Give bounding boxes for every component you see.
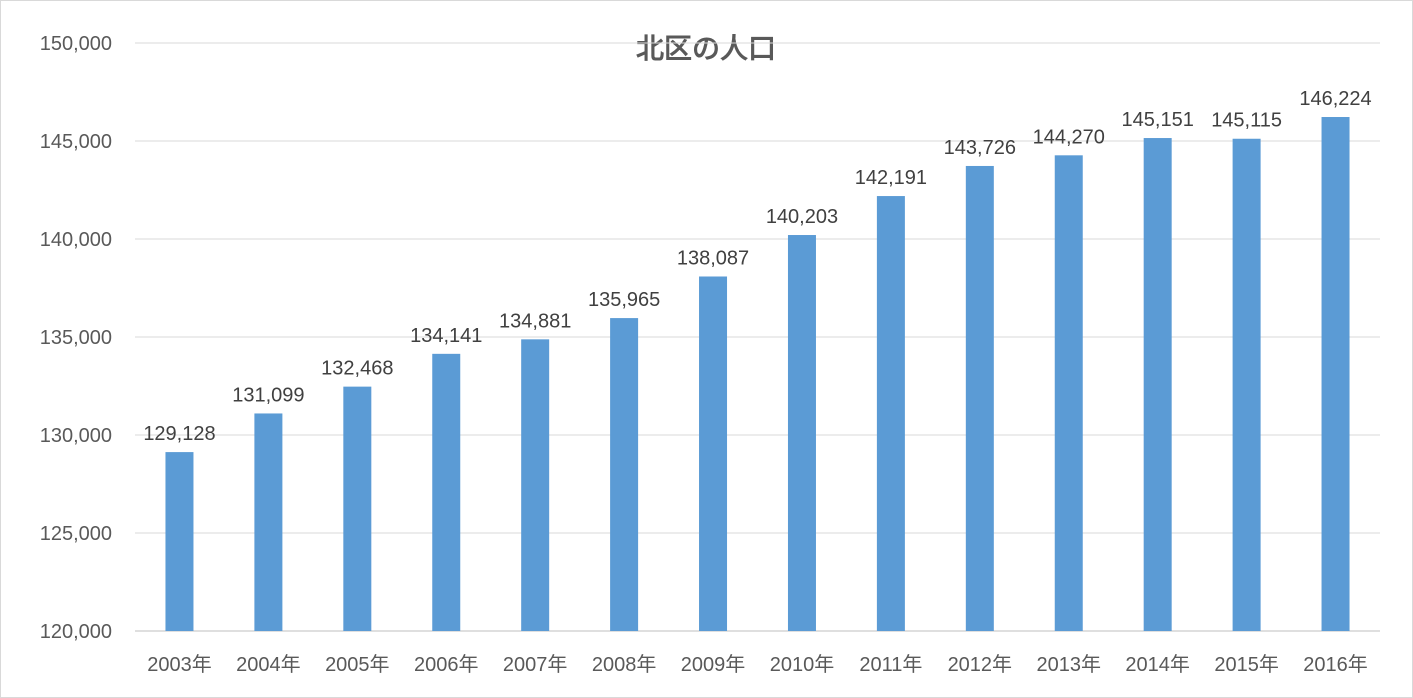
bar: [1232, 138, 1261, 631]
data-label: 145,115: [1211, 110, 1282, 132]
bar: [521, 339, 550, 631]
data-label: 132,468: [321, 358, 393, 380]
x-tick-label: 2008年: [592, 653, 657, 676]
x-tick-label: 2015年: [1214, 653, 1279, 676]
y-tick-label: 125,000: [40, 523, 112, 545]
x-tick-label: 2014年: [1125, 653, 1190, 676]
bar: [254, 413, 283, 631]
x-axis-ticks: 2003年 2004年 2005年 2006年 2007年 2008年 2009年 2010年…: [147, 653, 1368, 676]
y-tick-label: 145,000: [40, 131, 112, 153]
chart-title: 北区の人口: [636, 32, 776, 65]
data-label: 134,881: [499, 310, 571, 332]
bar: [165, 452, 194, 631]
data-label: 134,141: [410, 325, 482, 347]
x-tick-label: 2007年: [503, 653, 568, 676]
bar: [610, 318, 639, 631]
y-tick-label: 120,000: [40, 621, 112, 643]
bar: [343, 386, 372, 631]
data-label: 140,203: [766, 206, 838, 228]
bar: [699, 276, 728, 631]
data-labels: 129,128 131,099 132,468 134,141 134,881 135,9…: [143, 88, 1371, 445]
data-label: 142,191: [855, 167, 927, 189]
y-axis-ticks: 120,000 125,000 130,000 135,000 140,000 145,0…: [40, 33, 112, 643]
y-tick-label: 140,000: [40, 229, 112, 251]
x-tick-label: 2004年: [236, 653, 301, 676]
bar: [1054, 155, 1083, 632]
x-tick-label: 2013年: [1037, 653, 1102, 676]
bar: [1143, 138, 1172, 631]
y-tick-label: 135,000: [40, 327, 112, 349]
y-tick-label: 130,000: [40, 425, 112, 447]
x-tick-label: 2005年: [325, 653, 390, 676]
x-tick-label: 2010年: [770, 653, 835, 676]
bars: [165, 117, 1350, 632]
data-label: 146,224: [1299, 88, 1371, 110]
gridlines: [135, 42, 1380, 632]
bar: [432, 353, 461, 631]
data-label: 131,099: [232, 384, 304, 406]
data-label: 144,270: [1033, 126, 1105, 148]
x-tick-label: 2003年: [147, 653, 212, 676]
x-tick-label: 2012年: [948, 653, 1013, 676]
x-tick-label: 2006年: [414, 653, 479, 676]
x-tick-label: 2009年: [681, 653, 746, 676]
bar: [787, 235, 816, 632]
data-label: 143,726: [944, 137, 1016, 159]
x-tick-label: 2016年: [1303, 653, 1368, 676]
bar: [965, 165, 994, 631]
data-label: 138,087: [677, 247, 749, 269]
data-label: 145,151: [1122, 109, 1194, 131]
x-tick-label: 2011年: [859, 653, 922, 676]
bar: [1321, 117, 1350, 632]
y-tick-label: 150,000: [40, 33, 112, 55]
data-label: 129,128: [143, 423, 215, 445]
bar: [876, 196, 905, 631]
data-label: 135,965: [588, 289, 660, 311]
